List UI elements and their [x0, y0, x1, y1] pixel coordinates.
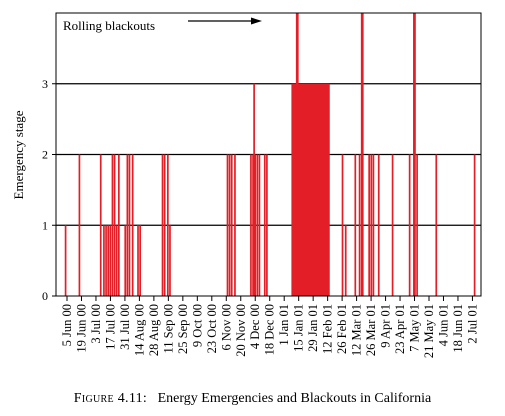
emergency-bar [377, 154, 380, 296]
emergency-bar [228, 154, 231, 296]
emergency-bar [169, 225, 171, 296]
emergency-bar [253, 83, 255, 296]
x-tick-label: 2 Jul 01 [465, 304, 479, 344]
emergency-bar [263, 154, 266, 296]
x-tick-label: 23 Apr 01 [393, 304, 407, 354]
emergency-bar [166, 154, 169, 296]
emergency-bar [139, 225, 141, 296]
x-tick-label: 9 Apr 01 [379, 304, 393, 348]
emergency-bar [354, 154, 357, 296]
y-tick-label: 3 [42, 77, 48, 91]
x-tick-label: 7 May 01 [408, 304, 422, 352]
emergency-bar [391, 154, 394, 296]
emergency-bar [252, 154, 254, 296]
emergency-bar [109, 225, 112, 296]
emergency-bar [234, 154, 236, 296]
x-tick-label: 17 Jul 00 [103, 304, 117, 350]
x-tick-label: 12 Mar 01 [350, 304, 364, 356]
emergency-bar [230, 154, 233, 296]
x-tick-label: 23 Oct 00 [205, 304, 219, 353]
emergency-bar [126, 154, 129, 296]
x-tick-label: 18 Dec 00 [263, 304, 277, 355]
y-tick-label: 0 [42, 289, 48, 303]
emergency-bar [416, 154, 418, 296]
emergency-bar [435, 154, 438, 296]
emergency-bar [413, 13, 415, 296]
y-axis-label: Emergency stage [11, 110, 26, 199]
x-tick-label: 25 Sep 00 [176, 304, 190, 354]
emergency-bar [161, 154, 164, 296]
emergency-bars [64, 13, 476, 296]
x-tick-label: 26 Feb 01 [335, 304, 349, 354]
emergency-bar [103, 225, 105, 296]
annotation-label: Rolling blackouts [63, 18, 155, 33]
emergency-bar [256, 154, 259, 296]
emergency-bar [131, 154, 134, 296]
x-tick-label: 4 Jun 01 [436, 304, 450, 346]
emergency-bar [266, 154, 268, 296]
emergency-bar [250, 154, 252, 296]
x-tick-label: 31 Jul 00 [118, 304, 132, 350]
emergency-bar [361, 13, 364, 296]
emergency-bar [360, 13, 363, 296]
emergency-bar [137, 225, 139, 296]
figure-title: Energy Emergencies and Blackouts in Cali… [157, 391, 432, 406]
emergency-bar [358, 154, 361, 296]
emergency-bar [258, 154, 261, 296]
rolling-blackout-block [291, 83, 330, 296]
emergency-bar [414, 13, 416, 296]
x-tick-label: 18 Jun 01 [451, 304, 465, 353]
x-tick-label: 20 Nov 00 [234, 304, 248, 357]
x-tick-label: 21 May 01 [422, 304, 436, 358]
emergency-bar [372, 154, 375, 296]
emergency-bar [107, 225, 110, 296]
emergency-bar [473, 154, 476, 296]
x-tick-label: 12 Feb 01 [321, 304, 335, 354]
emergency-bar [117, 154, 120, 296]
emergency-bar [226, 154, 229, 296]
y-axis: 0 1 2 3 [42, 77, 56, 303]
x-tick-label: 1 Jan 01 [277, 304, 291, 346]
emergency-bar [124, 225, 127, 296]
x-axis: 5 Jun 00 19 Jun 00 3 Jul 00 17 Jul 00 31 Jul… [60, 296, 479, 358]
figure-caption: Figure 4.11: Energy Emergencies and Blac… [0, 391, 505, 407]
emergency-bar [341, 154, 344, 296]
x-tick-label: 4 Dec 00 [248, 304, 262, 349]
emergency-bar [64, 225, 67, 296]
x-tick-label: 28 Aug 00 [147, 304, 161, 356]
emergency-bar [128, 154, 131, 296]
x-tick-label: 11 Sep 00 [161, 304, 175, 354]
x-tick-label: 15 Jan 01 [292, 304, 306, 352]
blackout-annotation: Rolling blackouts [63, 17, 262, 33]
x-tick-label: 3 Jul 00 [89, 304, 103, 344]
emergency-bar [99, 154, 102, 296]
x-tick-label: 5 Jun 00 [60, 304, 74, 346]
y-tick-label: 2 [42, 148, 48, 162]
emergency-bar [370, 154, 373, 296]
x-tick-label: 6 Nov 00 [219, 304, 233, 351]
x-tick-label: 14 Aug 00 [132, 304, 146, 356]
y-tick-label: 1 [42, 218, 48, 232]
x-tick-label: 26 Mar 01 [364, 304, 378, 356]
x-tick-label: 29 Jan 01 [306, 304, 320, 352]
emergency-bar [113, 154, 116, 296]
emergency-bar [254, 154, 257, 296]
emergency-bar [368, 154, 371, 296]
emergency-bar [105, 225, 107, 296]
emergency-bar [115, 225, 118, 296]
emergency-bar [408, 154, 411, 296]
emergency-bar [163, 154, 166, 296]
annotation-arrowhead [251, 17, 262, 25]
emergency-bar [111, 154, 114, 296]
figure-number: Figure 4.11: [73, 391, 148, 406]
x-tick-label: 9 Oct 00 [190, 304, 204, 347]
emergency-bar [78, 154, 81, 296]
x-tick-label: 19 Jun 00 [74, 304, 88, 353]
emergency-bar [344, 225, 347, 296]
